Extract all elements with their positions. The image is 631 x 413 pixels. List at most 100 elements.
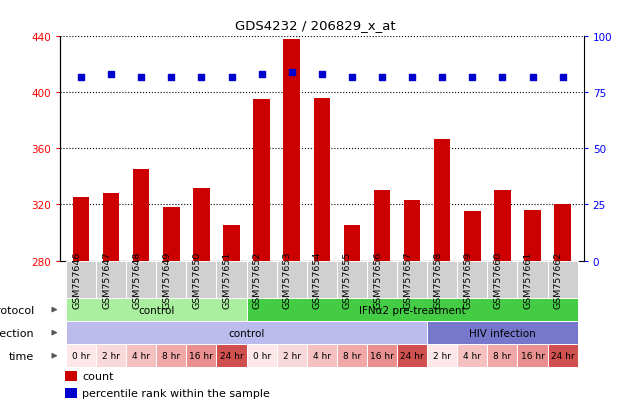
- FancyBboxPatch shape: [427, 321, 577, 344]
- Text: GSM757662: GSM757662: [553, 251, 563, 308]
- Text: GSM757653: GSM757653: [283, 251, 292, 308]
- FancyBboxPatch shape: [427, 344, 457, 367]
- Bar: [374, 191, 391, 261]
- FancyBboxPatch shape: [96, 344, 126, 367]
- FancyBboxPatch shape: [126, 344, 156, 367]
- FancyBboxPatch shape: [487, 344, 517, 367]
- Text: 4 hr: 4 hr: [313, 351, 331, 360]
- Text: GSM757650: GSM757650: [192, 251, 201, 308]
- FancyBboxPatch shape: [427, 261, 457, 298]
- Text: GSM757657: GSM757657: [403, 251, 412, 308]
- FancyBboxPatch shape: [307, 344, 337, 367]
- Text: 16 hr: 16 hr: [370, 351, 394, 360]
- Point: [136, 74, 146, 81]
- Point: [257, 72, 267, 78]
- FancyBboxPatch shape: [156, 344, 186, 367]
- Bar: [494, 191, 510, 261]
- Text: GSM757647: GSM757647: [102, 251, 111, 308]
- FancyBboxPatch shape: [457, 261, 487, 298]
- Text: GDS4232 / 206829_x_at: GDS4232 / 206829_x_at: [235, 19, 396, 31]
- Text: HIV infection: HIV infection: [469, 328, 536, 338]
- Bar: [283, 40, 300, 261]
- Text: GSM757661: GSM757661: [524, 251, 533, 308]
- FancyBboxPatch shape: [457, 344, 487, 367]
- Point: [317, 72, 327, 78]
- Text: 24 hr: 24 hr: [400, 351, 424, 360]
- FancyBboxPatch shape: [216, 344, 247, 367]
- Text: time: time: [8, 351, 34, 361]
- Point: [166, 74, 176, 81]
- Point: [76, 74, 86, 81]
- Text: control: control: [228, 328, 265, 338]
- Text: infection: infection: [0, 328, 34, 338]
- FancyBboxPatch shape: [337, 261, 367, 298]
- FancyBboxPatch shape: [96, 261, 126, 298]
- FancyBboxPatch shape: [66, 321, 427, 344]
- Text: GSM757652: GSM757652: [252, 251, 262, 308]
- Point: [227, 74, 237, 81]
- FancyBboxPatch shape: [307, 261, 337, 298]
- Bar: [434, 139, 451, 261]
- FancyBboxPatch shape: [126, 261, 156, 298]
- Point: [528, 74, 538, 81]
- Point: [286, 70, 297, 76]
- Bar: [253, 100, 270, 261]
- Text: percentile rank within the sample: percentile rank within the sample: [82, 388, 270, 398]
- FancyBboxPatch shape: [247, 344, 276, 367]
- Text: count: count: [82, 371, 114, 381]
- FancyBboxPatch shape: [397, 261, 427, 298]
- Text: GSM757651: GSM757651: [223, 251, 232, 308]
- FancyBboxPatch shape: [487, 261, 517, 298]
- Text: 24 hr: 24 hr: [551, 351, 574, 360]
- Bar: [464, 212, 481, 261]
- Text: 0 hr: 0 hr: [252, 351, 271, 360]
- Text: GSM757654: GSM757654: [313, 251, 322, 308]
- FancyBboxPatch shape: [186, 261, 216, 298]
- FancyBboxPatch shape: [548, 261, 577, 298]
- Text: protocol: protocol: [0, 305, 34, 315]
- FancyBboxPatch shape: [156, 261, 186, 298]
- Bar: [554, 205, 571, 261]
- Text: 0 hr: 0 hr: [72, 351, 90, 360]
- FancyBboxPatch shape: [66, 298, 247, 321]
- FancyBboxPatch shape: [517, 261, 548, 298]
- FancyBboxPatch shape: [517, 344, 548, 367]
- Text: GSM757646: GSM757646: [72, 251, 81, 308]
- Bar: [103, 194, 119, 261]
- Point: [558, 74, 568, 81]
- FancyBboxPatch shape: [247, 261, 276, 298]
- Text: GSM757655: GSM757655: [343, 251, 352, 308]
- Text: 16 hr: 16 hr: [521, 351, 545, 360]
- Text: 16 hr: 16 hr: [189, 351, 213, 360]
- FancyBboxPatch shape: [367, 261, 397, 298]
- FancyBboxPatch shape: [548, 344, 577, 367]
- Text: 8 hr: 8 hr: [343, 351, 361, 360]
- Text: 2 hr: 2 hr: [433, 351, 451, 360]
- Text: GSM757658: GSM757658: [433, 251, 442, 308]
- FancyBboxPatch shape: [216, 261, 247, 298]
- Bar: [223, 226, 240, 261]
- Text: 24 hr: 24 hr: [220, 351, 244, 360]
- Text: 8 hr: 8 hr: [493, 351, 512, 360]
- FancyBboxPatch shape: [65, 389, 77, 398]
- Text: 4 hr: 4 hr: [463, 351, 481, 360]
- Text: GSM757659: GSM757659: [463, 251, 473, 308]
- Text: GSM757648: GSM757648: [133, 251, 141, 308]
- Bar: [193, 188, 209, 261]
- FancyBboxPatch shape: [276, 261, 307, 298]
- Point: [196, 74, 206, 81]
- Text: GSM757660: GSM757660: [493, 251, 502, 308]
- FancyBboxPatch shape: [247, 298, 577, 321]
- FancyBboxPatch shape: [337, 344, 367, 367]
- Point: [407, 74, 417, 81]
- FancyBboxPatch shape: [397, 344, 427, 367]
- Point: [106, 72, 116, 78]
- Point: [497, 74, 507, 81]
- Text: 2 hr: 2 hr: [283, 351, 301, 360]
- Bar: [133, 170, 150, 261]
- Text: GSM757649: GSM757649: [162, 251, 171, 308]
- Text: 8 hr: 8 hr: [162, 351, 180, 360]
- FancyBboxPatch shape: [367, 344, 397, 367]
- Text: 4 hr: 4 hr: [133, 351, 150, 360]
- FancyBboxPatch shape: [276, 344, 307, 367]
